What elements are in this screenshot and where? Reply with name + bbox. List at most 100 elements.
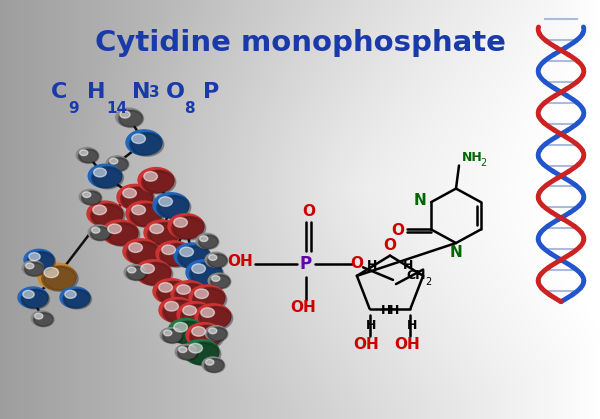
Circle shape <box>179 247 210 268</box>
Circle shape <box>117 184 153 210</box>
Circle shape <box>199 235 219 249</box>
Text: 3: 3 <box>149 85 160 100</box>
Circle shape <box>29 252 54 270</box>
Circle shape <box>135 260 171 285</box>
Circle shape <box>208 273 230 288</box>
Circle shape <box>123 189 136 198</box>
Circle shape <box>82 191 101 204</box>
Circle shape <box>182 305 213 327</box>
Text: P: P <box>300 255 312 273</box>
Circle shape <box>163 330 182 343</box>
Circle shape <box>206 360 214 365</box>
Circle shape <box>141 264 154 273</box>
Circle shape <box>106 156 128 171</box>
Circle shape <box>144 220 180 245</box>
Circle shape <box>164 301 195 323</box>
Circle shape <box>21 289 49 309</box>
Text: O: O <box>392 223 404 238</box>
Circle shape <box>118 110 143 127</box>
Circle shape <box>177 285 190 294</box>
Circle shape <box>92 228 100 233</box>
Circle shape <box>212 276 220 281</box>
Text: 8: 8 <box>184 101 195 116</box>
Circle shape <box>108 224 121 233</box>
Circle shape <box>161 245 192 266</box>
Circle shape <box>44 267 59 278</box>
Circle shape <box>171 281 207 306</box>
Circle shape <box>209 255 217 260</box>
Circle shape <box>83 192 91 197</box>
Circle shape <box>153 193 189 218</box>
Circle shape <box>82 191 102 205</box>
Circle shape <box>175 283 209 307</box>
Circle shape <box>179 347 187 352</box>
Circle shape <box>107 224 138 245</box>
Circle shape <box>153 279 189 304</box>
Circle shape <box>159 197 172 206</box>
Circle shape <box>164 330 172 336</box>
Circle shape <box>190 262 224 286</box>
Circle shape <box>139 262 173 286</box>
Circle shape <box>91 204 125 228</box>
Circle shape <box>94 168 106 177</box>
Circle shape <box>91 227 111 241</box>
Circle shape <box>196 233 218 248</box>
Circle shape <box>25 263 44 276</box>
Circle shape <box>130 132 164 156</box>
Circle shape <box>174 323 187 332</box>
Circle shape <box>178 346 198 360</box>
Circle shape <box>109 158 128 171</box>
Circle shape <box>150 224 163 233</box>
Circle shape <box>163 300 197 324</box>
Text: 2: 2 <box>480 158 486 168</box>
Circle shape <box>195 289 208 298</box>
Text: O: O <box>302 204 315 219</box>
Circle shape <box>173 322 204 344</box>
Circle shape <box>132 134 145 143</box>
Text: C: C <box>51 82 67 102</box>
Circle shape <box>205 359 225 373</box>
Circle shape <box>128 243 159 264</box>
Text: OH: OH <box>227 254 253 269</box>
Circle shape <box>127 266 147 281</box>
Circle shape <box>199 235 218 248</box>
Circle shape <box>159 283 172 292</box>
Circle shape <box>34 313 54 327</box>
Circle shape <box>132 205 145 215</box>
Circle shape <box>195 304 231 329</box>
Circle shape <box>93 205 106 215</box>
Circle shape <box>60 287 90 308</box>
Circle shape <box>172 321 206 345</box>
Circle shape <box>110 158 118 164</box>
Text: N: N <box>132 82 151 102</box>
Circle shape <box>91 227 110 240</box>
Circle shape <box>174 243 210 268</box>
Circle shape <box>41 266 78 291</box>
Circle shape <box>124 265 146 280</box>
Circle shape <box>200 308 231 329</box>
Circle shape <box>63 289 91 309</box>
Circle shape <box>175 344 197 360</box>
Circle shape <box>190 325 224 349</box>
Circle shape <box>209 328 217 334</box>
Circle shape <box>149 224 180 245</box>
Text: H: H <box>87 82 106 102</box>
Circle shape <box>187 342 221 366</box>
Circle shape <box>176 285 207 306</box>
Circle shape <box>160 243 194 267</box>
Circle shape <box>65 290 90 308</box>
Circle shape <box>192 327 205 336</box>
Circle shape <box>191 326 222 348</box>
Circle shape <box>194 289 225 310</box>
Circle shape <box>23 290 48 308</box>
Circle shape <box>79 189 101 204</box>
Circle shape <box>199 306 233 330</box>
Circle shape <box>18 287 48 308</box>
Circle shape <box>211 275 230 288</box>
Circle shape <box>128 267 136 273</box>
Circle shape <box>126 130 162 155</box>
Text: P: P <box>203 82 219 102</box>
Circle shape <box>162 245 175 254</box>
Circle shape <box>102 220 138 245</box>
Circle shape <box>160 328 182 343</box>
